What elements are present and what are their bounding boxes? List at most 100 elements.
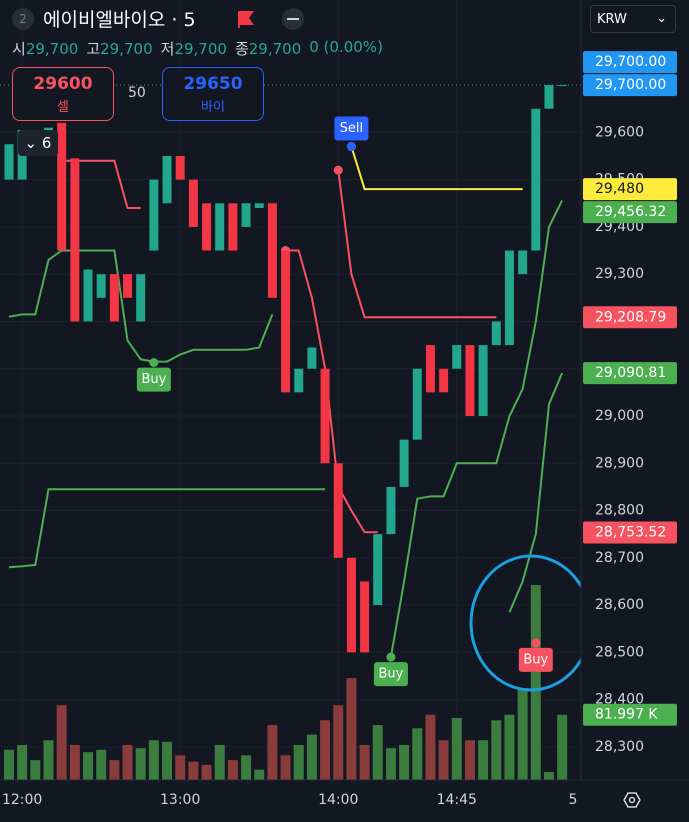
candle-body bbox=[254, 203, 264, 208]
ohlc-item: 저29,700 bbox=[161, 38, 229, 59]
candle-body bbox=[228, 203, 238, 251]
volume-bar bbox=[267, 725, 278, 780]
volume-bar bbox=[412, 728, 423, 780]
settings-button[interactable] bbox=[623, 792, 641, 808]
signal-label: Buy bbox=[141, 372, 166, 387]
candle-body bbox=[294, 368, 304, 393]
indicator-line bbox=[389, 199, 563, 658]
candle-body bbox=[531, 108, 541, 251]
candle-body bbox=[557, 85, 567, 87]
ohlc-key: 저 bbox=[160, 40, 175, 58]
ohlc-key: 시 bbox=[12, 40, 26, 58]
sell-button[interactable]: 29600 셀 bbox=[12, 67, 114, 121]
spread: 50 bbox=[128, 85, 146, 101]
indicator-line bbox=[8, 249, 274, 363]
indicator-toggle[interactable]: ⌄ 6 bbox=[18, 130, 58, 156]
volume-bar bbox=[280, 755, 291, 780]
price-badge bbox=[583, 362, 677, 385]
candle-body bbox=[267, 203, 277, 298]
signal-label: Buy bbox=[523, 652, 548, 667]
volume-bar bbox=[214, 744, 225, 780]
indicator-line bbox=[508, 372, 564, 613]
candle-body bbox=[149, 179, 159, 251]
candle-body bbox=[544, 85, 554, 109]
currency: KRW bbox=[597, 12, 627, 27]
volume-bar bbox=[385, 748, 396, 780]
y-tick-label: 28,700 bbox=[595, 550, 644, 566]
volume-bar bbox=[148, 740, 159, 780]
volume-bar bbox=[530, 585, 541, 780]
price-badge bbox=[583, 201, 677, 224]
price-badge-label: 29,090.81 bbox=[595, 365, 666, 381]
candle-body bbox=[162, 156, 172, 204]
ohlc-value: 29,700 bbox=[174, 40, 227, 58]
candle-body bbox=[202, 203, 212, 251]
signal-dot bbox=[386, 652, 396, 662]
volume-bar bbox=[175, 755, 186, 780]
volume-bar bbox=[254, 769, 265, 780]
price-badge-label: 29,480 bbox=[595, 181, 644, 197]
volume-bar bbox=[491, 720, 502, 780]
candle-body bbox=[320, 368, 330, 464]
indicator-line bbox=[337, 170, 497, 319]
symbol-title[interactable]: 에이비엘바이오 · 5 bbox=[43, 9, 196, 31]
candle-body bbox=[478, 345, 488, 416]
price-badge-label: 29,700.00 bbox=[595, 54, 666, 70]
volume-bar bbox=[543, 772, 554, 780]
y-tick-label: 28,400 bbox=[595, 692, 644, 708]
y-tick-label: 28,900 bbox=[595, 455, 644, 471]
sell-price: 29600 bbox=[33, 74, 93, 94]
signal-label: Sell bbox=[340, 121, 363, 136]
volume-bar bbox=[451, 717, 462, 780]
volume-bar bbox=[162, 741, 173, 780]
volume-bar bbox=[399, 744, 410, 780]
currency-select[interactable]: KRW ⌄ bbox=[590, 5, 676, 33]
candle-body bbox=[518, 250, 528, 275]
candle-body bbox=[465, 345, 475, 416]
sell-label: 셀 bbox=[57, 100, 69, 115]
candle-body bbox=[281, 250, 291, 393]
price-badge-label: 29,456.32 bbox=[595, 204, 666, 220]
volume-bar bbox=[293, 744, 304, 780]
candle-body bbox=[346, 557, 356, 653]
volume-bar bbox=[320, 720, 331, 780]
candle-body bbox=[333, 463, 343, 558]
volume-bar bbox=[43, 740, 54, 780]
volume-bar bbox=[69, 744, 80, 780]
volume-bar bbox=[478, 740, 489, 780]
x-tick-label: 13:00 bbox=[160, 792, 200, 808]
price-badge bbox=[583, 74, 677, 97]
price-badge-label: 81.997 K bbox=[595, 707, 658, 723]
volume-bar bbox=[425, 714, 436, 780]
chevron: ⌄ bbox=[24, 134, 42, 152]
y-tick-label: 28,800 bbox=[595, 503, 644, 519]
y-tick-label: 28,500 bbox=[595, 644, 644, 660]
settings-icon[interactable] bbox=[623, 792, 641, 808]
price-badge bbox=[583, 178, 677, 201]
price-badge bbox=[583, 51, 677, 74]
candle-body bbox=[57, 122, 67, 251]
change: 0 (0.00%) bbox=[309, 38, 383, 56]
y-tick-label: 28,300 bbox=[595, 739, 644, 755]
signal-layer: Buy Sell Buy Buy bbox=[136, 116, 553, 687]
signal-box bbox=[373, 662, 408, 687]
flag-icon[interactable] bbox=[238, 11, 254, 28]
candle-body bbox=[386, 486, 396, 535]
buy-button[interactable]: 29650 바이 bbox=[162, 67, 264, 121]
volume-bar bbox=[346, 678, 357, 780]
volume-bar bbox=[372, 725, 383, 780]
candle-layer bbox=[4, 85, 567, 653]
signal-dot bbox=[149, 358, 159, 368]
signal-box bbox=[136, 367, 171, 392]
price-badge bbox=[583, 306, 677, 329]
ohlc-value: 29,700 bbox=[100, 40, 153, 58]
x-tick-label: 14:00 bbox=[318, 792, 358, 808]
signal-box bbox=[518, 647, 553, 672]
indicator-line bbox=[350, 146, 523, 191]
candle-body bbox=[109, 274, 119, 322]
candle-body bbox=[83, 269, 93, 322]
volume-layer bbox=[4, 585, 568, 780]
volume-bar bbox=[306, 734, 317, 780]
